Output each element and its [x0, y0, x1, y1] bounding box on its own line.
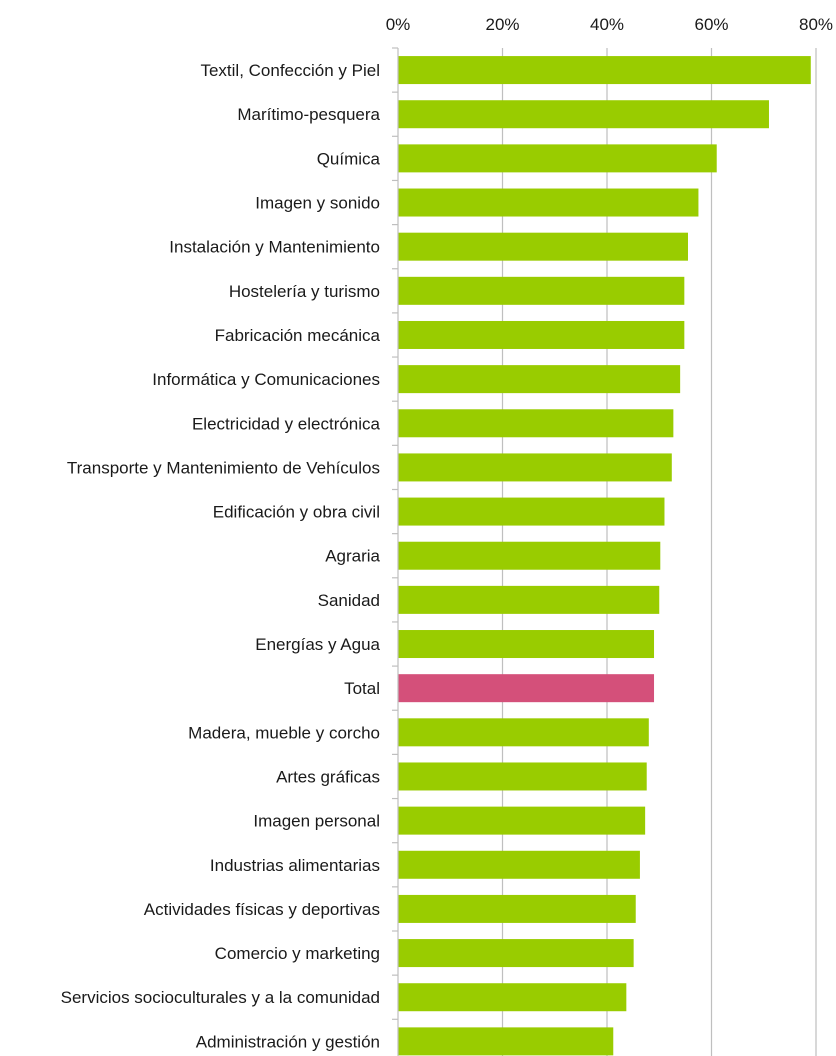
- x-tick-label: 40%: [590, 15, 624, 34]
- bar: [398, 1027, 614, 1056]
- bar: [398, 453, 672, 482]
- bar: [398, 232, 688, 261]
- category-label: Total: [344, 679, 380, 698]
- category-label: Hostelería y turismo: [229, 282, 380, 301]
- x-tick-label: 60%: [694, 15, 728, 34]
- category-label: Comercio y marketing: [215, 944, 380, 963]
- bar: [398, 939, 634, 968]
- bar: [398, 762, 647, 791]
- category-label: Servicios socioculturales y a la comunid…: [61, 988, 380, 1007]
- category-label: Instalación y Mantenimiento: [169, 238, 380, 257]
- bar: [398, 718, 649, 747]
- category-label: Electricidad y electrónica: [192, 414, 381, 433]
- y-axis: [392, 47, 399, 1056]
- category-label: Textil, Confección y Piel: [200, 61, 380, 80]
- category-label: Imagen y sonido: [255, 194, 380, 213]
- category-label: Química: [317, 149, 381, 168]
- bar: [398, 320, 685, 349]
- category-label: Agraria: [325, 547, 380, 566]
- bar-total: [398, 674, 655, 703]
- bar: [398, 100, 769, 129]
- bar: [398, 585, 660, 614]
- bar: [398, 630, 655, 659]
- bar: [398, 541, 661, 570]
- x-tick-labels: 0% 20% 40% 60% 80%: [386, 15, 833, 34]
- category-label: Sanidad: [318, 591, 380, 610]
- bar: [398, 983, 627, 1012]
- category-labels: Textil, Confección y Piel Marítimo-pesque…: [61, 61, 381, 1051]
- category-label: Artes gráficas: [276, 767, 380, 786]
- bar: [398, 144, 717, 173]
- category-label: Imagen personal: [253, 812, 380, 831]
- category-label: Marítimo-pesquera: [237, 105, 380, 124]
- category-label: Energías y Agua: [255, 635, 380, 654]
- bar: [398, 276, 685, 305]
- x-tick-label: 20%: [485, 15, 519, 34]
- bars: [398, 56, 811, 1056]
- bar: [398, 497, 665, 526]
- category-label: Informática y Comunicaciones: [152, 370, 380, 389]
- bar: [398, 806, 646, 835]
- bar: [398, 894, 636, 923]
- bar: [398, 56, 811, 85]
- category-label: Transporte y Mantenimiento de Vehículos: [67, 458, 380, 477]
- bar: [398, 188, 699, 217]
- bar: [398, 850, 640, 879]
- x-tick-label: 80%: [799, 15, 833, 34]
- category-label: Industrias alimentarias: [210, 856, 380, 875]
- category-label: Madera, mueble y corcho: [188, 723, 380, 742]
- category-label: Fabricación mecánica: [215, 326, 381, 345]
- category-label: Actividades físicas y deportivas: [144, 900, 380, 919]
- bar: [398, 409, 674, 438]
- category-label: Administración y gestión: [196, 1032, 380, 1051]
- bar: [398, 365, 681, 394]
- category-label: Edificación y obra civil: [213, 503, 380, 522]
- x-tick-label: 0%: [386, 15, 411, 34]
